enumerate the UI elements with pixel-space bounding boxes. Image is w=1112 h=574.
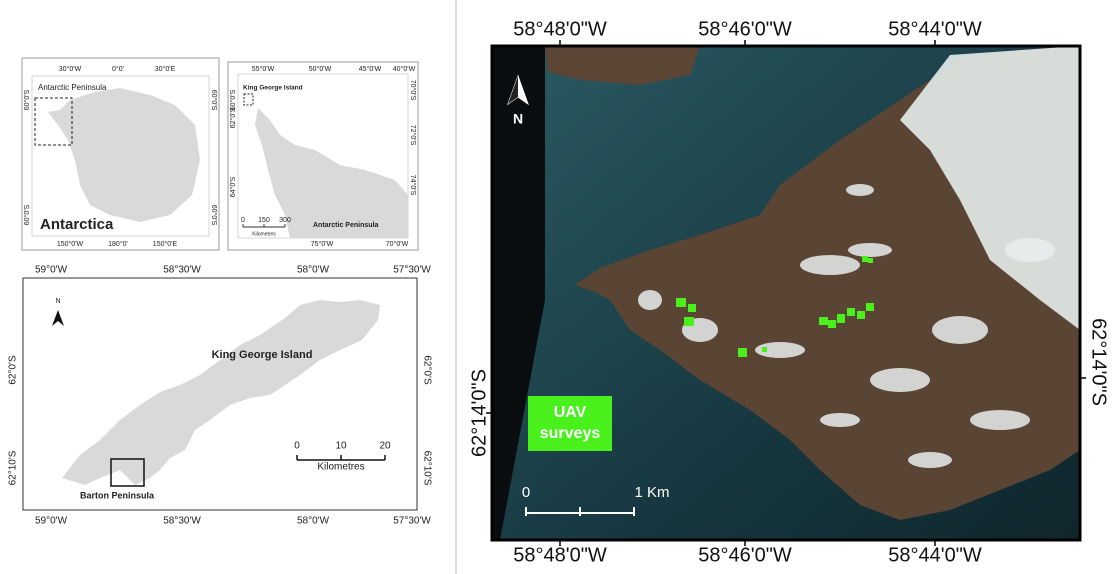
figure: King George Island Barton Peninsula N An… <box>0 0 1112 574</box>
lon-label: 40°0'W <box>393 65 416 73</box>
uav-site <box>684 317 694 326</box>
uav-site <box>868 258 873 263</box>
lon-label: 75°0'W <box>311 240 334 248</box>
map-title: King George Island <box>212 349 313 361</box>
legend-label: surveys <box>540 425 601 442</box>
uav-site <box>847 308 855 316</box>
lon-label: 150°0'E <box>153 240 178 248</box>
inset-label: Barton Peninsula <box>80 490 155 500</box>
lon-label: 58°0'W <box>297 265 330 276</box>
inset-label: Antarctic Peninsula <box>38 83 107 92</box>
lat-label: 70°0'S <box>409 80 417 101</box>
snow <box>638 290 662 310</box>
lat-label: 64°0'S <box>229 176 237 197</box>
lon-label: 58°46'0"W <box>698 544 792 566</box>
lon-label: 58°30'W <box>163 265 201 276</box>
snow <box>820 413 860 427</box>
lat-label: 62°0'S <box>421 355 432 385</box>
scale-label: 150 <box>258 217 270 224</box>
scale-unit: Kilometres <box>252 231 276 237</box>
scale-label: 300 <box>279 217 291 224</box>
snow <box>800 255 860 275</box>
snow <box>870 368 930 392</box>
lon-label: 58°0'W <box>297 516 330 527</box>
north-label: N <box>55 298 60 305</box>
snow <box>848 243 892 257</box>
legend-label: UAV <box>554 404 587 421</box>
lat-label: 60°0'S <box>23 89 31 110</box>
lon-label: 58°30'W <box>163 516 201 527</box>
lon-label: 58°48'0"W <box>513 18 607 40</box>
scale-label: 20 <box>379 441 391 452</box>
lat-label: 60°0'S <box>229 89 237 110</box>
lat-label: 62°10'S <box>8 450 19 485</box>
uav-site <box>828 320 836 328</box>
lon-label: 58°48'0"W <box>513 544 607 566</box>
lon-label: 30°0'W <box>59 65 82 73</box>
lon-label: 58°44'0"W <box>888 18 982 40</box>
scale-label: 0 <box>522 484 530 501</box>
uav-site <box>676 298 686 307</box>
snow <box>970 410 1030 430</box>
north-label: N <box>513 111 523 127</box>
lat-label: 60°0'S <box>210 205 218 226</box>
lon-label: 150°0'W <box>57 240 84 248</box>
lat-label: 62°14'0"S <box>468 369 490 457</box>
lon-label: 55°0'W <box>252 65 275 73</box>
uav-site <box>762 347 767 352</box>
scale-label: 1 Km <box>634 484 669 501</box>
lon-label: 50°0'W <box>309 65 332 73</box>
map-title: Antarctica <box>40 216 114 233</box>
lon-label: 59°0'W <box>35 265 68 276</box>
scale-unit: Kilometres <box>317 462 364 473</box>
lon-label: 57°30'W <box>393 265 431 276</box>
lon-label: 180°0' <box>108 240 128 248</box>
lon-label: 0°0' <box>112 65 124 73</box>
lat-label: 62°0'S <box>8 355 19 385</box>
lon-label: 30°0'E <box>155 65 176 73</box>
snow <box>1005 238 1055 262</box>
lat-label: 62°10'S <box>421 451 432 486</box>
snow <box>908 452 952 468</box>
lat-label: 74°0'S <box>409 175 417 196</box>
lat-label: 62°14'0"S <box>1088 318 1110 406</box>
lat-label: 60°0'S <box>210 90 218 111</box>
map-title: Antarctic Peninsula <box>313 222 378 229</box>
snow <box>932 316 988 344</box>
uav-site <box>688 304 696 312</box>
snow <box>846 184 874 196</box>
lat-label: 62°0'S <box>229 107 237 128</box>
lon-label: 45°0'W <box>359 65 382 73</box>
uav-site <box>738 348 747 357</box>
lat-label: 60°0'S <box>23 204 31 225</box>
inset-label: King George Island <box>243 85 303 92</box>
uav-site <box>837 314 845 323</box>
scale-label: 10 <box>335 441 347 452</box>
scale-label: 0 <box>294 441 300 452</box>
lon-label: 58°44'0"W <box>888 544 982 566</box>
scale-label: 0 <box>241 217 245 224</box>
lon-label: 58°46'0"W <box>698 18 792 40</box>
uav-site <box>862 256 868 262</box>
uav-site <box>866 303 874 311</box>
satellite-image <box>492 46 1080 540</box>
lat-label: 72°0'S <box>409 125 417 146</box>
lon-label: 70°0'W <box>386 240 409 248</box>
page: King George Island Barton Peninsula N An… <box>0 0 1112 574</box>
uav-site <box>857 311 865 319</box>
lon-label: 57°30'W <box>393 516 431 527</box>
uav-site <box>819 317 828 325</box>
lon-label: 59°0'W <box>35 516 68 527</box>
